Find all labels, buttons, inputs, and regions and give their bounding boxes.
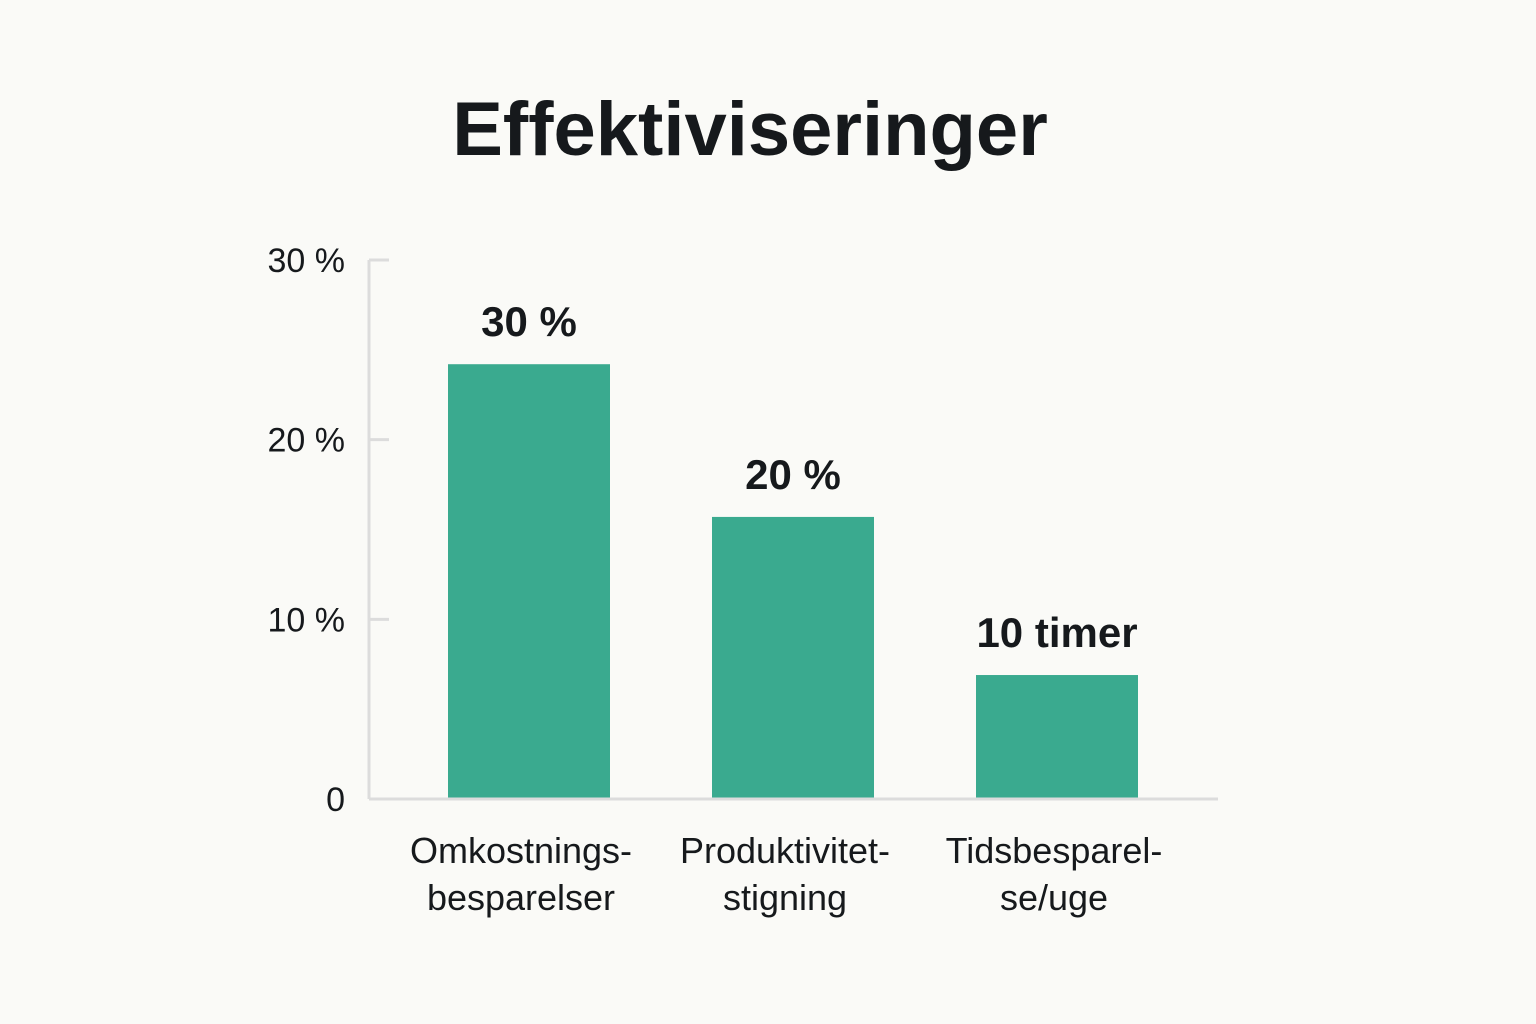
x-category-label: Omkostnings- [410, 830, 632, 871]
x-category-label: besparelser [427, 877, 615, 918]
bar-value-label: 10 timer [976, 609, 1137, 656]
x-category-label: Tidsbesparel- [946, 830, 1163, 871]
bar [976, 675, 1138, 799]
bars [448, 364, 1138, 799]
x-category-label: se/uge [1000, 877, 1108, 918]
y-tick-label: 0 [326, 781, 345, 819]
y-axis: 0 10 % 20 % 30 % [268, 242, 389, 819]
x-axis: Omkostnings-besparelser Produktivitet-sti… [369, 797, 1218, 918]
bar-value-label: 30 % [481, 298, 577, 345]
x-category-label: Produktivitet- [680, 830, 890, 871]
y-tick-label: 30 % [268, 242, 346, 280]
y-tick-label: 20 % [268, 422, 346, 460]
bar [448, 364, 610, 799]
data-labels: 30 % 20 % 10 timer [481, 298, 1137, 656]
bar-value-label: 20 % [745, 451, 841, 498]
y-tick-label: 10 % [268, 601, 346, 639]
x-category-label: stigning [723, 877, 847, 918]
bar [712, 516, 874, 799]
chart-title: Effektiviseringer [452, 87, 1048, 172]
